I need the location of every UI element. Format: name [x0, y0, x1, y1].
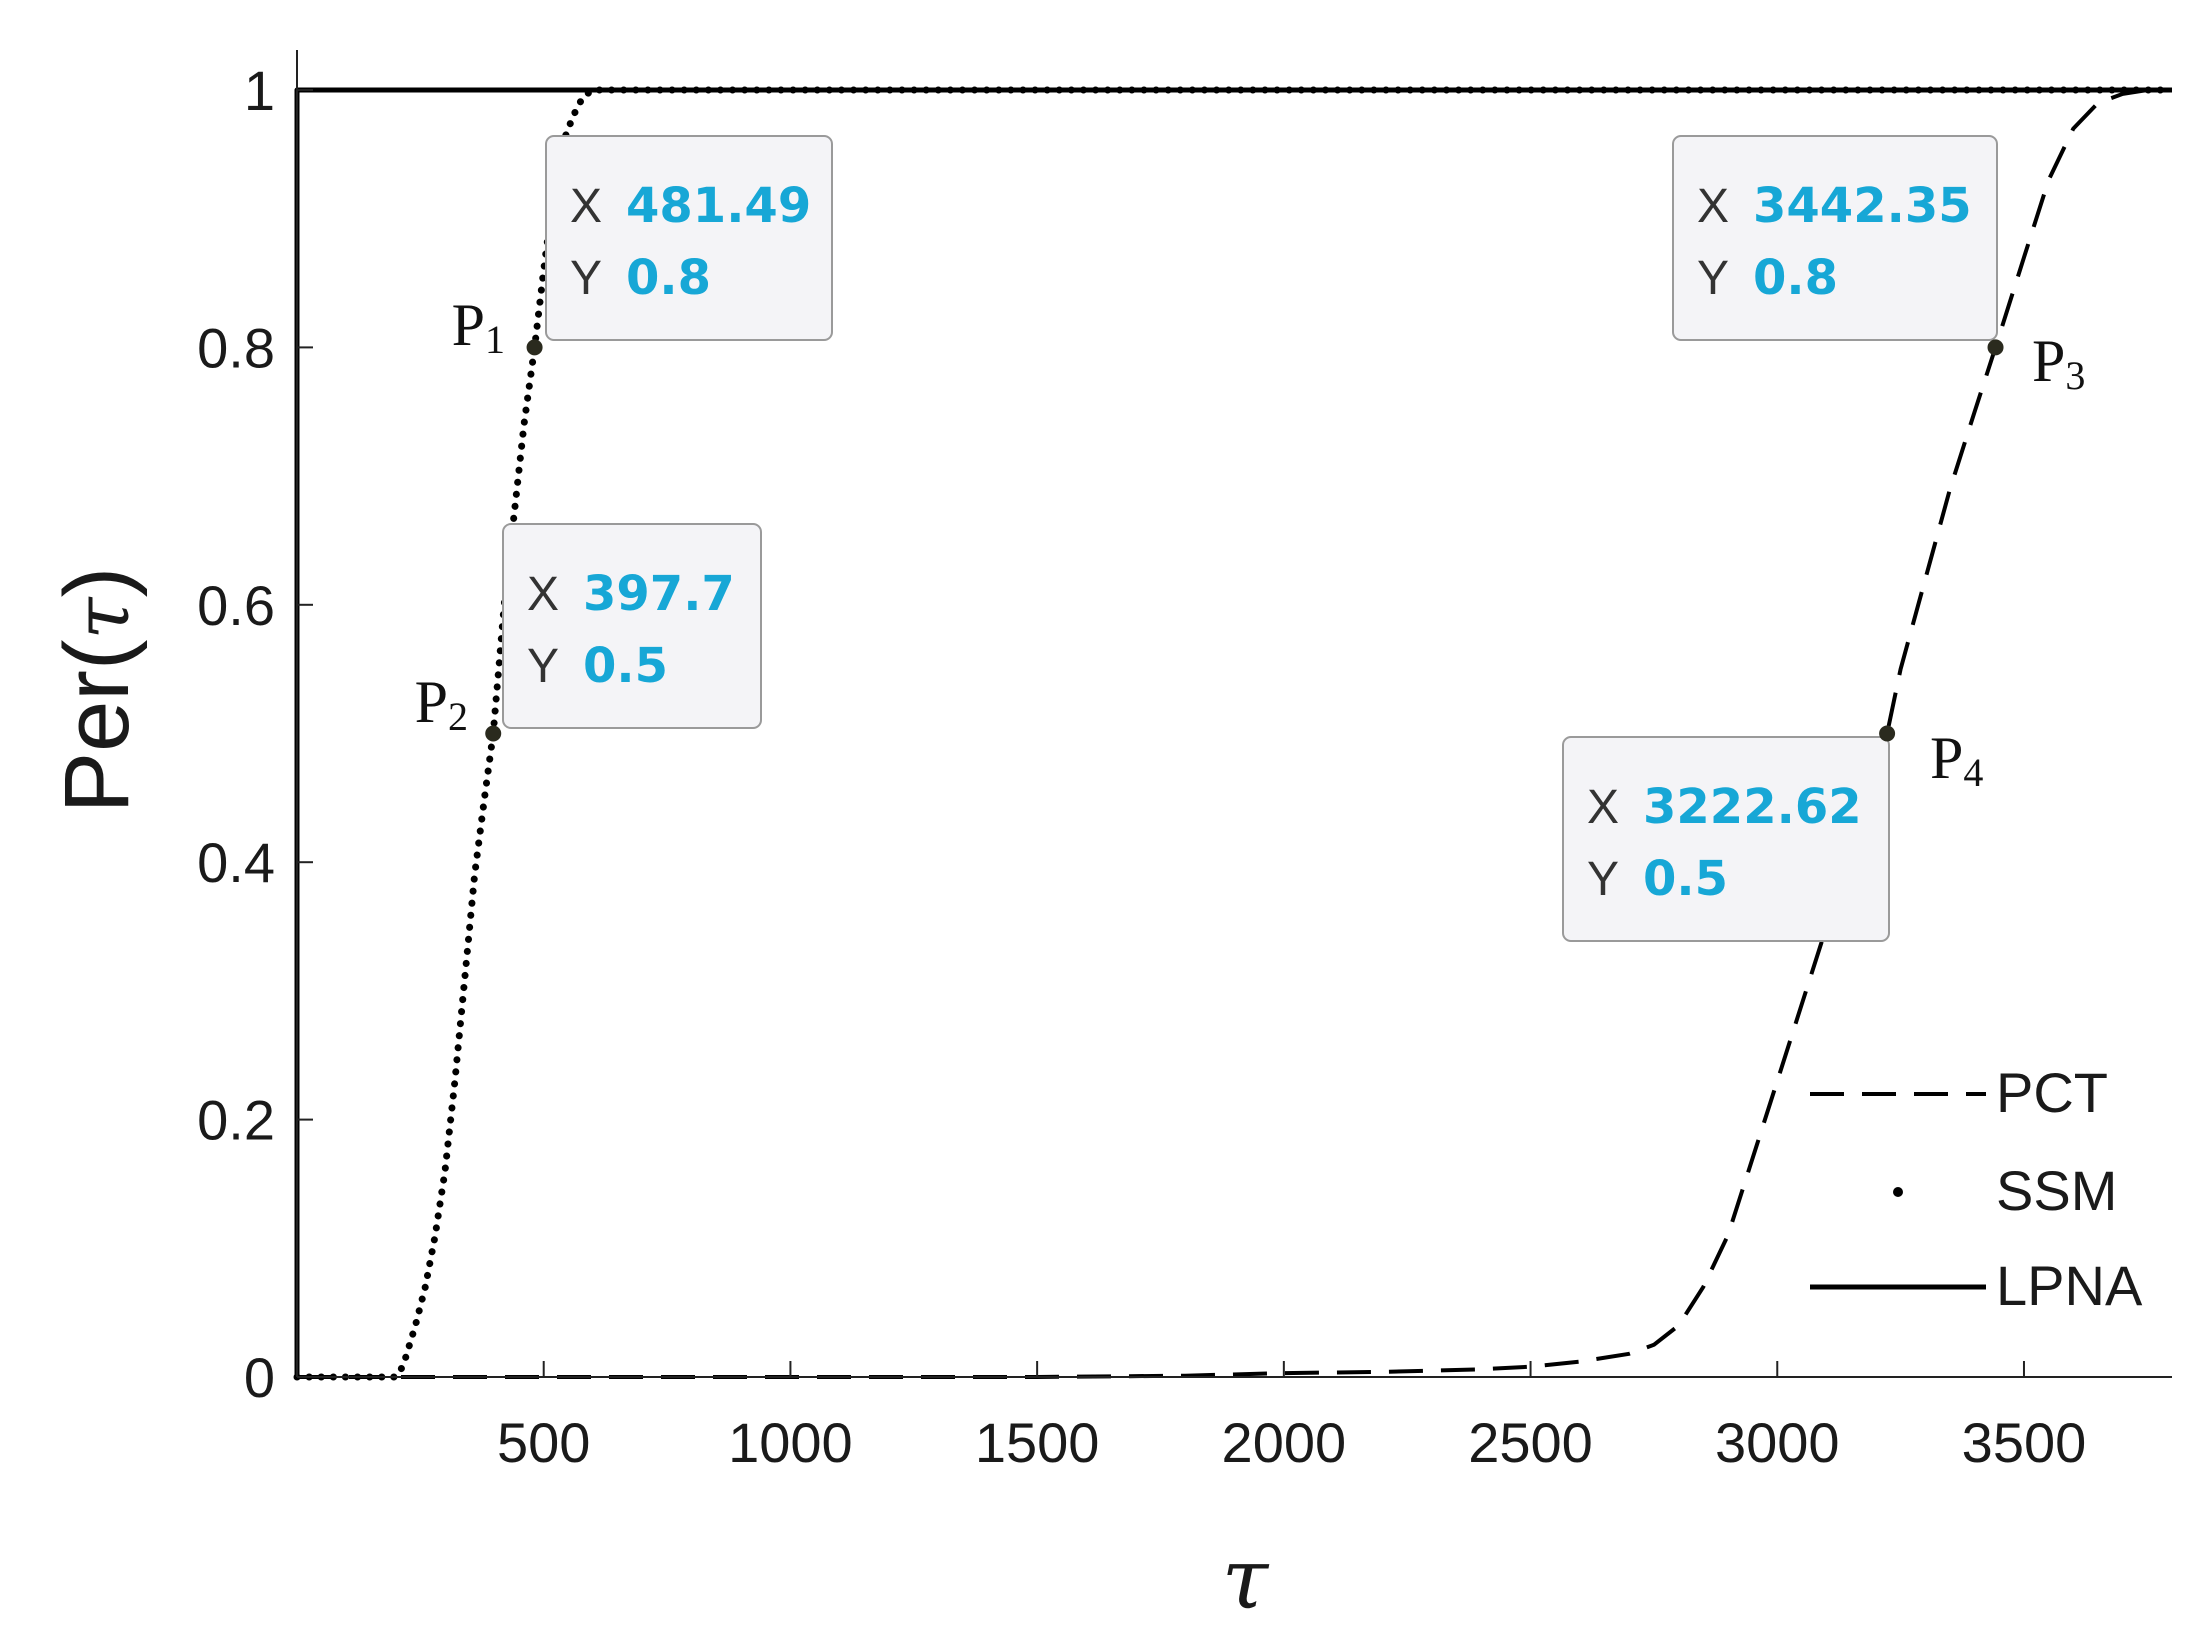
x-tick-label: 500 — [497, 1411, 590, 1474]
point-label-main: P — [415, 669, 448, 735]
y-tick-label: 0 — [244, 1346, 275, 1409]
x-tick-label: 1500 — [975, 1411, 1100, 1474]
datatip-y-value: 0.8 — [1753, 250, 1838, 306]
datatip-y-key: Y — [527, 640, 559, 693]
legend: PCT SSM LPNA — [1810, 1061, 2143, 1317]
y-axis-label-prefix: Per( — [46, 639, 148, 813]
legend-label: LPNA — [1996, 1254, 2143, 1317]
y-tick-label: 0.2 — [197, 1089, 275, 1152]
datatip-box — [1562, 736, 1890, 942]
x-axis-label: τ — [1222, 1530, 1270, 1628]
legend-item-lpna: LPNA — [1810, 1254, 2143, 1317]
legend-label: PCT — [1996, 1061, 2108, 1124]
data-point-marker — [1879, 725, 1896, 742]
point-label-subscript: 1 — [485, 317, 505, 362]
legend-label: SSM — [1996, 1159, 2117, 1222]
datatip-x-value: 3442.35 — [1753, 178, 1972, 234]
y-tick-label: 0.8 — [197, 316, 275, 379]
data-point-marker — [1987, 339, 2004, 356]
datatip-y-key: Y — [1587, 853, 1619, 906]
point-label: P2 — [415, 669, 468, 739]
point-label: P1 — [452, 292, 505, 362]
point-label: P4 — [1930, 725, 1983, 795]
series-line-ssm — [293, 86, 2176, 1381]
datatip-y-value: 0.5 — [1643, 851, 1728, 907]
datatip-x-key: X — [527, 568, 559, 621]
datatip-x-value: 397.7 — [583, 566, 735, 622]
point-label-main: P — [2032, 328, 2065, 394]
datatip-p1: X 481.49 Y 0.8 P1 — [452, 135, 833, 362]
legend-item-ssm: SSM — [1893, 1159, 2117, 1222]
point-label-subscript: 2 — [448, 694, 468, 739]
datatip-box — [1672, 135, 1998, 341]
datatip-x-key: X — [1697, 180, 1729, 233]
x-tick-label: 1000 — [728, 1411, 853, 1474]
legend-item-pct: PCT — [1810, 1061, 2108, 1124]
x-tick-label: 2000 — [1222, 1411, 1347, 1474]
datatip-x-key: X — [1587, 781, 1619, 834]
y-tick-label: 0.6 — [197, 574, 275, 637]
point-label-main: P — [452, 292, 485, 358]
data-point-marker — [526, 339, 543, 356]
datatip-y-key: Y — [1697, 252, 1729, 305]
y-tick-label: 1 — [244, 59, 275, 122]
y-axis-label-suffix: ) — [46, 567, 148, 598]
datatip-x-key: X — [570, 180, 602, 233]
datatip-x-value: 481.49 — [626, 178, 811, 234]
datatip-box — [545, 135, 833, 341]
datatip-p2: X 397.7 Y 0.5 P2 — [415, 523, 762, 742]
datatip-y-value: 0.5 — [583, 638, 668, 694]
point-label-subscript: 3 — [2065, 353, 2085, 398]
y-axis-label: Per(τ) — [46, 567, 148, 814]
datatip-box — [502, 523, 762, 729]
series-line-pct — [297, 88, 2172, 1379]
point-label: P3 — [2032, 328, 2085, 398]
datatip-y-key: Y — [570, 252, 602, 305]
legend-swatch — [1893, 1187, 1903, 1197]
y-axis-label-symbol: τ — [57, 595, 146, 639]
datatip-p3: X 3442.35 Y 0.8 P3 — [1672, 135, 2085, 398]
datatip-x-value: 3222.62 — [1643, 779, 1862, 835]
axes-layer: 500 1000 1500 2000 2500 3000 3500 0 0.2 0.4 0.6 0.8… — [197, 50, 2172, 1474]
y-tick-label: 0.4 — [197, 831, 275, 894]
x-tick-label: 3000 — [1715, 1411, 1840, 1474]
data-point-marker — [485, 725, 502, 742]
x-tick-label: 2500 — [1468, 1411, 1593, 1474]
x-tick-label: 3500 — [1962, 1411, 2087, 1474]
point-label-main: P — [1930, 725, 1963, 791]
datatip-y-value: 0.8 — [626, 250, 711, 306]
point-label-subscript: 4 — [1963, 750, 1983, 795]
datatip-p4: X 3222.62 Y 0.5 P4 — [1562, 725, 1983, 942]
